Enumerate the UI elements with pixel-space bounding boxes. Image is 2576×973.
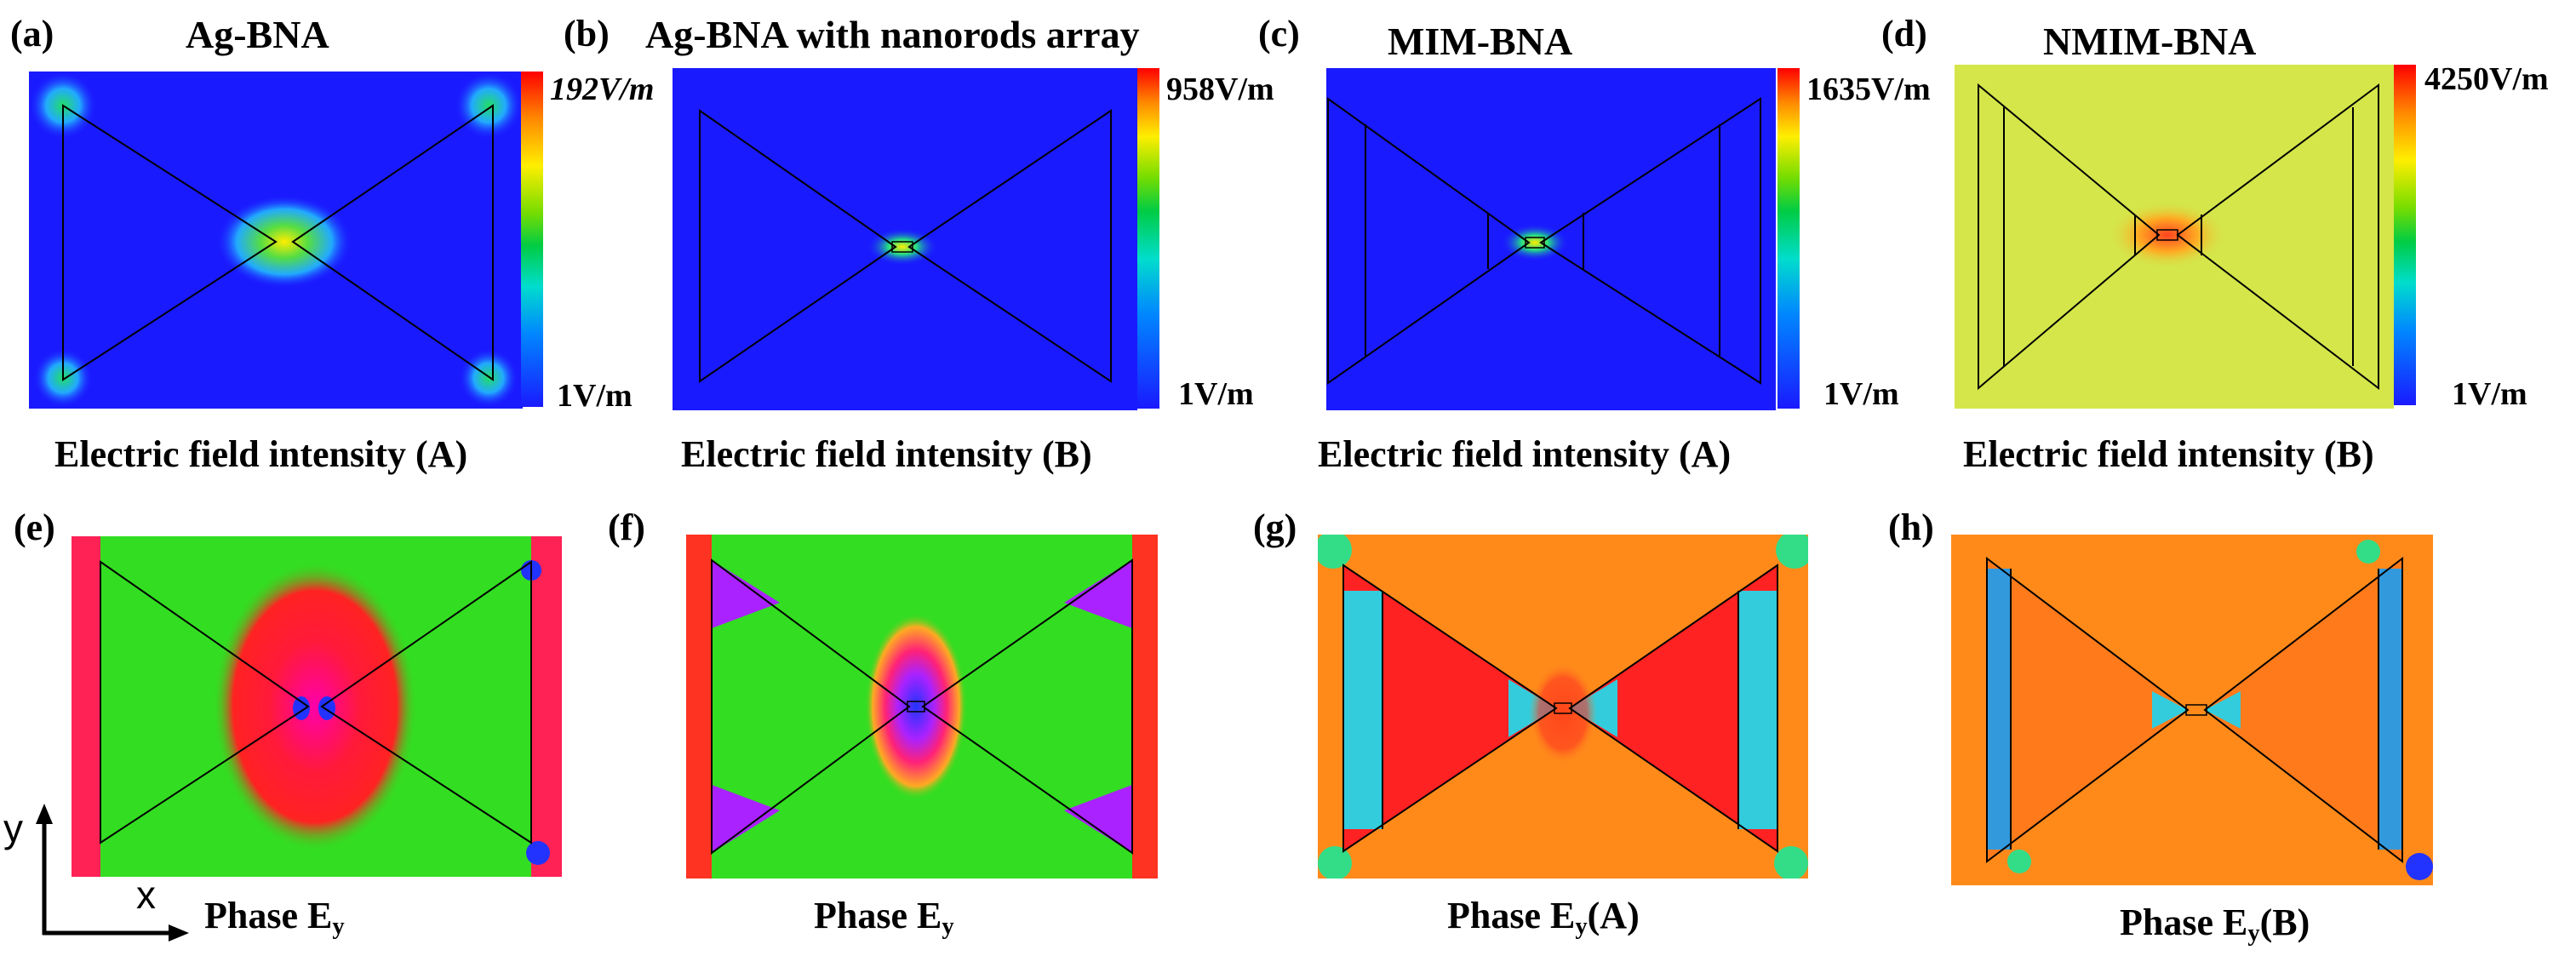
panel-h-caption-sub: y <box>2247 920 2260 947</box>
panel-h-label: (h) <box>1888 507 1934 548</box>
panel-e-caption-sub: y <box>332 913 345 941</box>
panel-b-title: Ag-BNA with nanorods array <box>645 13 1140 56</box>
panel-f-caption-main: Phase E <box>814 895 942 936</box>
panel-g-caption-main: Phase E <box>1447 895 1576 936</box>
panel-g-label: (g) <box>1253 507 1297 548</box>
panel-c-min-value: 1V/m <box>1823 376 1899 412</box>
panel-e-phase-map <box>72 536 562 877</box>
panel-d-max-value: 4250V/m <box>2424 61 2549 97</box>
panel-a-colorbar <box>521 72 543 407</box>
xy-axes-icon <box>36 804 189 942</box>
panel-d-caption: Electric field intensity (B) <box>1963 433 2374 475</box>
panel-b-max-value: 958V/m <box>1166 72 1274 107</box>
panel-c-colorbar <box>1777 68 1800 409</box>
panel-g-caption-tail: (A) <box>1587 895 1640 936</box>
panel-c-label: (c) <box>1258 13 1300 54</box>
panel-a-max-value: 192V/m <box>550 72 655 107</box>
panel-c-title: MIM-BNA <box>1388 20 1573 63</box>
panel-d-label: (d) <box>1881 13 1927 54</box>
panel-h-caption: Phase Ey(B) <box>2120 904 2310 947</box>
panel-h-caption-main: Phase E <box>2120 901 2248 943</box>
panel-b-label: (b) <box>564 13 610 54</box>
panel-a-field-map <box>29 72 523 409</box>
panel-b-field-map <box>673 68 1137 410</box>
panel-d-title: NMIM-BNA <box>2043 20 2257 63</box>
panel-f-caption: Phase Ey <box>814 897 954 940</box>
panel-f-phase-map <box>686 535 1158 879</box>
panel-d-min-value: 1V/m <box>2452 376 2527 412</box>
panel-e-caption-main: Phase E <box>204 895 333 936</box>
panel-b-colorbar <box>1137 68 1159 409</box>
panel-a-title: Ag-BNA <box>186 13 329 56</box>
panel-g-caption-sub: y <box>1575 913 1588 941</box>
x-axis-label: x <box>136 873 156 917</box>
panel-g-caption: Phase Ey(A) <box>1447 897 1640 940</box>
panel-d-colorbar <box>2394 65 2416 405</box>
panel-h-caption-tail: (B) <box>2259 901 2310 943</box>
panel-a-caption: Electric field intensity (A) <box>54 433 468 475</box>
panel-e-label: (e) <box>14 507 55 548</box>
panel-e-caption: Phase Ey <box>204 897 345 940</box>
panel-b-min-value: 1V/m <box>1178 376 1254 412</box>
panel-a-min-value: 1V/m <box>557 378 633 414</box>
panel-h-phase-map <box>1951 535 2433 885</box>
panel-b-caption: Electric field intensity (B) <box>681 433 1092 475</box>
panel-c-caption: Electric field intensity (A) <box>1318 433 1732 475</box>
panel-a-label: (a) <box>10 13 54 54</box>
panel-f-caption-sub: y <box>942 913 954 941</box>
panel-g-phase-map <box>1318 535 1808 879</box>
y-axis-label: y <box>3 806 23 850</box>
panel-f-label: (f) <box>608 507 645 548</box>
panel-c-field-map <box>1326 68 1776 410</box>
panel-c-max-value: 1635V/m <box>1806 72 1931 107</box>
panel-d-field-map <box>1955 65 2394 409</box>
